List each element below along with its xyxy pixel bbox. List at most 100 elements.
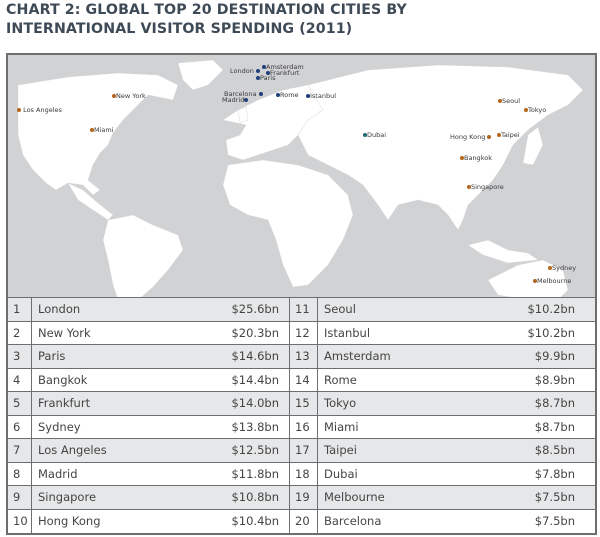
city-cell: Istanbul: [324, 325, 371, 340]
rank-cell: 8: [8, 462, 32, 485]
city-cell: London: [38, 302, 81, 317]
value-cell: $20.3bn: [210, 321, 290, 344]
map-label-singapore: Singapore: [467, 183, 504, 191]
value-cell: $8.9bn: [534, 372, 575, 387]
city-cell: Madrid: [38, 466, 78, 481]
city-cell: Paris: [38, 349, 66, 364]
rank-cell: 15: [290, 392, 318, 415]
map-label-madrid: Madrid: [222, 96, 249, 104]
city-marker-icon: [498, 99, 502, 103]
rank-cell: 6: [8, 415, 32, 438]
table-row: 3 Paris $14.6bn 13 Amsterdam $9.9bn: [8, 345, 595, 369]
value-cell: $14.0bn: [210, 392, 290, 415]
city-cell: Frankfurt: [38, 396, 91, 411]
city-marker-icon: [276, 93, 280, 97]
value-cell: $13.8bn: [210, 415, 290, 438]
city-cell: Sydney: [38, 419, 81, 434]
map-label-taipei: Taipei: [497, 131, 520, 139]
rank-cell: 2: [8, 321, 32, 344]
map-label-seoul: Seoul: [498, 97, 520, 105]
city-cell: Seoul: [324, 302, 356, 317]
rank-cell: 5: [8, 392, 32, 415]
city-marker-icon: [467, 185, 471, 189]
table-row: 6 Sydney $13.8bn 16 Miami $8.7bn: [8, 415, 595, 439]
map-label-los-angeles: Los Angeles: [17, 106, 62, 114]
city-cell: Rome: [324, 372, 357, 387]
table-row: 4 Bangkok $14.4bn 14 Rome $8.9bn: [8, 368, 595, 392]
map-label-paris: Paris: [256, 74, 275, 82]
value-cell: $7.5bn: [534, 490, 575, 505]
value-cell: $11.8bn: [210, 462, 290, 485]
city-cell: Tokyo: [324, 396, 357, 411]
value-cell: $7.5bn: [534, 514, 575, 529]
city-cell: Dubai: [324, 466, 358, 481]
table-row: 9 Singapore $10.8bn 19 Melbourne $7.5bn: [8, 486, 595, 510]
value-cell: $25.6bn: [210, 298, 290, 321]
map-label-sydney: Sydney: [548, 264, 576, 272]
map-label-barcelona: Barcelona: [224, 90, 263, 98]
map-label-tokyo: Tokyo: [524, 106, 546, 114]
table-row: 5 Frankfurt $14.0bn 15 Tokyo $8.7bn: [8, 392, 595, 416]
city-marker-icon: [255, 69, 260, 73]
city-marker-icon: [497, 133, 501, 137]
rank-cell: 1: [8, 298, 32, 321]
value-cell: $10.4bn: [210, 509, 290, 533]
rank-cell: 13: [290, 345, 318, 368]
map-label-amsterdam: Amsterdam: [262, 63, 304, 71]
table-row: 7 Los Angeles $12.5bn 17 Taipei $8.5bn: [8, 439, 595, 463]
rank-cell: 3: [8, 345, 32, 368]
value-cell: $7.8bn: [534, 466, 575, 481]
table-row: 8 Madrid $11.8bn 18 Dubai $7.8bn: [8, 462, 595, 486]
city-cell: Hong Kong: [38, 514, 101, 529]
city-cell: Bangkok: [38, 372, 88, 387]
city-marker-icon: [460, 156, 464, 160]
value-cell: $10.2bn: [527, 302, 575, 317]
city-cell: Amsterdam: [324, 349, 391, 364]
city-cell: Los Angeles: [38, 443, 107, 458]
value-cell: $14.4bn: [210, 368, 290, 391]
map-label-dubai: Dubai: [363, 131, 386, 139]
map-label-rome: Rome: [276, 91, 299, 99]
rank-cell: 18: [290, 462, 318, 485]
table-row: 2 New York $20.3bn 12 Istanbul $10.2bn: [8, 321, 595, 345]
city-marker-icon: [244, 98, 249, 102]
value-cell: $12.5bn: [210, 439, 290, 462]
city-cell: New York: [38, 325, 91, 340]
table-row: 1 London $25.6bn 11 Seoul $10.2bn: [8, 298, 595, 322]
city-cell: Barcelona: [324, 514, 382, 529]
rank-cell: 11: [290, 298, 318, 321]
rank-cell: 17: [290, 439, 318, 462]
rank-cell: 16: [290, 415, 318, 438]
city-marker-icon: [306, 94, 310, 98]
city-marker-icon: [17, 108, 21, 112]
value-cell: $8.5bn: [534, 443, 575, 458]
map-label-melbourne: Melbourne: [533, 277, 571, 285]
city-marker-icon: [524, 108, 528, 112]
chart-title: CHART 2: GLOBAL TOP 20 DESTINATION CITIE…: [6, 2, 407, 37]
city-marker-icon: [258, 92, 263, 96]
city-marker-icon: [266, 71, 270, 75]
value-cell: $10.2bn: [527, 325, 575, 340]
ranking-table: 1 London $25.6bn 11 Seoul $10.2bn 2 New …: [6, 297, 597, 535]
rank-cell: 14: [290, 368, 318, 391]
world-map-land: [17, 59, 584, 298]
value-cell: $9.9bn: [534, 349, 575, 364]
map-label-bangkok: Bangkok: [460, 154, 492, 162]
map-label-istanbul: Istanbul: [306, 92, 336, 100]
city-marker-icon: [112, 94, 116, 98]
map-label-miami: Miami: [90, 126, 114, 134]
rank-cell: 20: [290, 509, 318, 533]
rank-cell: 4: [8, 368, 32, 391]
world-map: London Amsterdam Frankfurt Paris Barcelo…: [6, 53, 597, 298]
city-marker-icon: [363, 133, 367, 137]
rank-cell: 12: [290, 321, 318, 344]
value-cell: $14.6bn: [210, 345, 290, 368]
city-marker-icon: [533, 279, 537, 283]
city-marker-icon: [548, 266, 552, 270]
city-marker-icon: [256, 76, 260, 80]
city-marker-icon: [487, 135, 492, 139]
value-cell: $8.7bn: [534, 396, 575, 411]
city-cell: Taipei: [324, 443, 357, 458]
map-label-frankfurt: Frankfurt: [266, 69, 299, 77]
rank-cell: 9: [8, 486, 32, 509]
